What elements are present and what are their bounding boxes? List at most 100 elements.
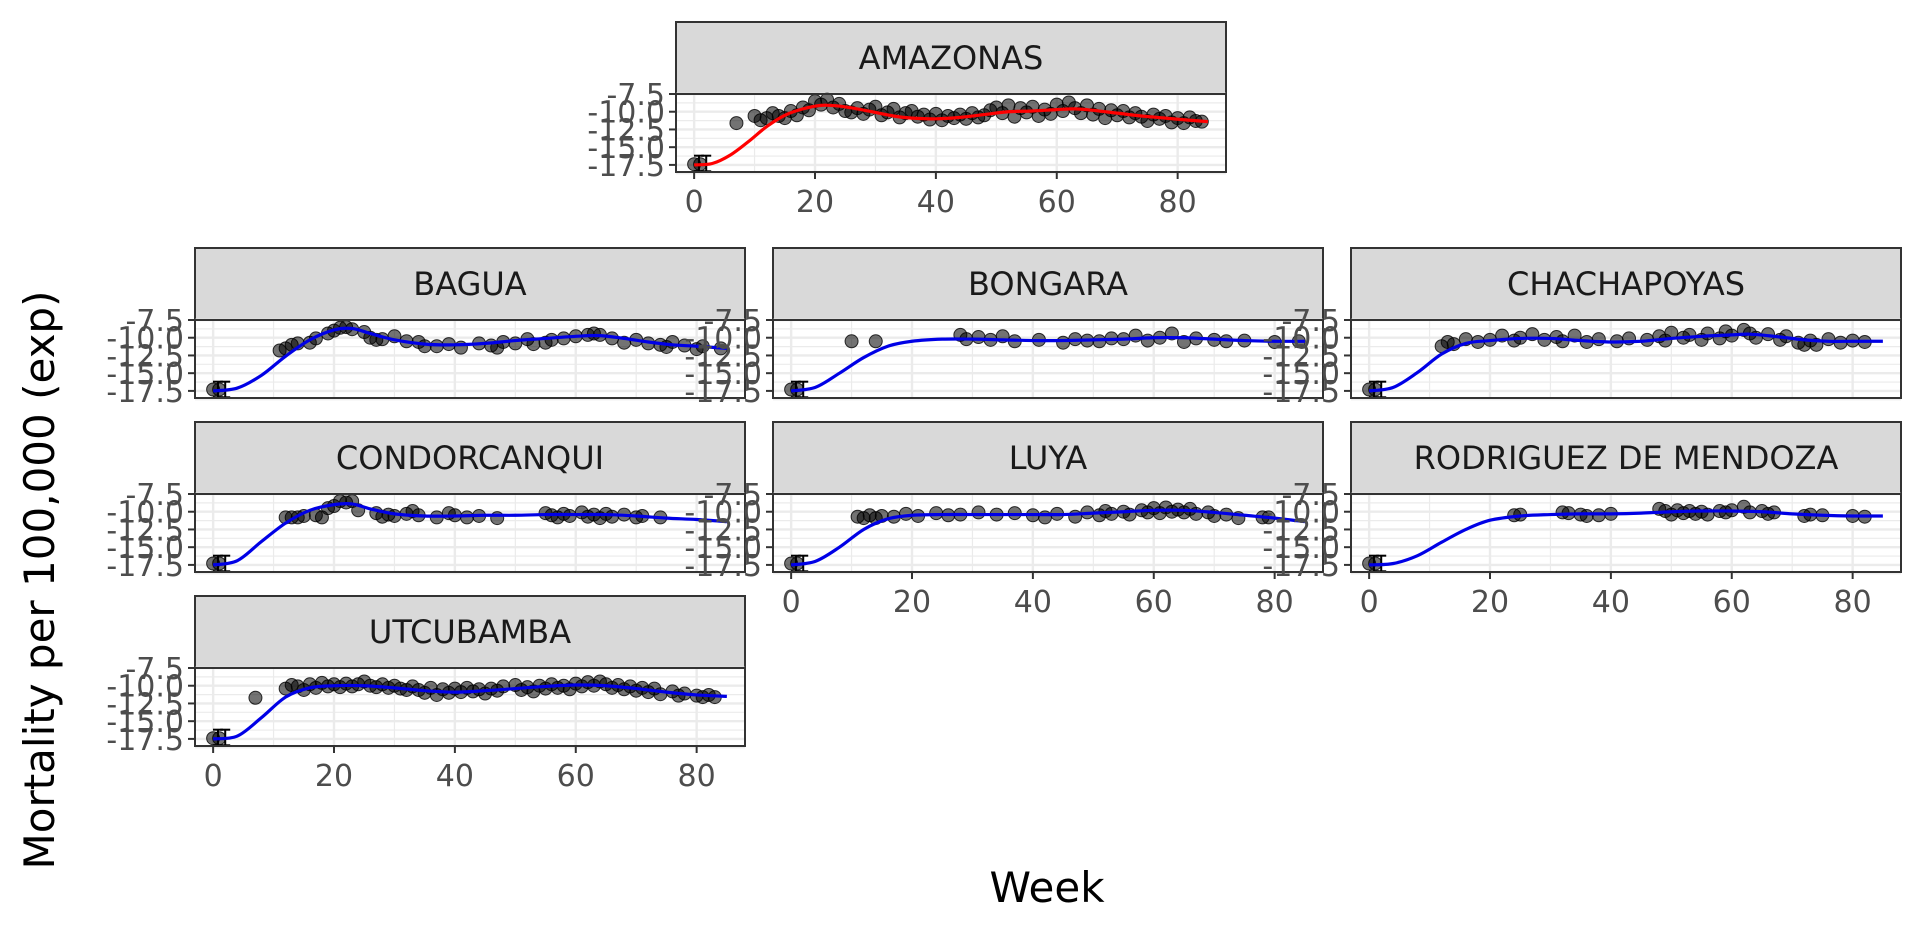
y-tick-label: -15.0 bbox=[1262, 531, 1340, 566]
panel-rodriguez-de-mendoza: RODRIGUEZ DE MENDOZA -7.5-10.0-12.5-15.0-… bbox=[1262, 421, 1902, 620]
x-tick-label: 20 bbox=[1471, 585, 1509, 620]
strip-label: BAGUA bbox=[413, 265, 527, 303]
y-tick-label: -15.0 bbox=[106, 531, 184, 566]
y-tick-label: -10.0 bbox=[106, 670, 184, 705]
y-tick-label: -15.0 bbox=[684, 531, 762, 566]
y-tick-label: -7.5 bbox=[125, 478, 184, 513]
y-tick-label: -15.0 bbox=[587, 131, 665, 166]
x-tick-label: 0 bbox=[204, 759, 223, 794]
x-tick-label: 0 bbox=[1360, 585, 1379, 620]
smooth-line bbox=[790, 508, 1306, 567]
data-point bbox=[1037, 510, 1052, 525]
y-tick-label: -12.5 bbox=[1262, 513, 1340, 548]
smooth-line bbox=[1369, 509, 1883, 567]
x-tick-label: 60 bbox=[557, 759, 595, 794]
panel-border bbox=[194, 667, 746, 747]
strip-background bbox=[194, 595, 746, 669]
smooth-line bbox=[1368, 332, 1883, 393]
data-point bbox=[605, 509, 620, 524]
strip-background bbox=[1350, 247, 1902, 321]
x-tick-label: 40 bbox=[1592, 585, 1630, 620]
x-tick-label: 20 bbox=[796, 185, 834, 220]
plot-background bbox=[195, 668, 745, 746]
plot-background bbox=[1351, 494, 1901, 572]
data-point bbox=[844, 334, 859, 349]
x-tick-label: 0 bbox=[782, 585, 801, 620]
panels-layer: AMAZONAS-7.5-10.0-12.5-15.0-17.50 20 40 60 8… bbox=[106, 21, 1902, 794]
y-tick-label: -12.5 bbox=[587, 113, 665, 148]
y-tick-label: -10.0 bbox=[684, 322, 762, 357]
x-tick-label: 0 bbox=[685, 185, 704, 220]
panel-utcubamba: UTCUBAMBA -7.5-10.0-12.5-15.0-17.5 0 20 40 60… bbox=[106, 595, 746, 794]
y-tick-label: -17.5 bbox=[1262, 549, 1340, 584]
data-point bbox=[1140, 333, 1155, 348]
strip-label: UTCUBAMBA bbox=[369, 613, 571, 651]
strip-label: CHACHAPOYAS bbox=[1507, 265, 1745, 303]
y-tick-label: -10.0 bbox=[1262, 322, 1340, 357]
plot-background bbox=[773, 494, 1323, 572]
data-point bbox=[1821, 332, 1836, 347]
x-tick-label: 80 bbox=[1256, 585, 1294, 620]
smooth-line bbox=[212, 326, 727, 393]
x-axis-title: Week bbox=[989, 863, 1105, 912]
y-tick-label: -12.5 bbox=[106, 513, 184, 548]
y-tick-label: -10.0 bbox=[684, 496, 762, 531]
y-tick-label: -7.5 bbox=[1281, 304, 1340, 339]
y-tick-label: -12.5 bbox=[684, 513, 762, 548]
smooth-line bbox=[212, 683, 727, 741]
data-point bbox=[971, 505, 986, 520]
data-point bbox=[490, 511, 505, 526]
x-tick-label: 40 bbox=[917, 185, 955, 220]
y-tick-label: -17.5 bbox=[1262, 375, 1340, 410]
panel-border bbox=[772, 493, 1324, 573]
strip-background bbox=[194, 247, 746, 321]
plot-background bbox=[773, 320, 1323, 398]
panel-border bbox=[675, 93, 1227, 173]
y-tick-label: -17.5 bbox=[106, 375, 184, 410]
x-tick-label: 80 bbox=[1834, 585, 1872, 620]
plot-background bbox=[195, 320, 745, 398]
y-tick-label: -10.0 bbox=[1262, 496, 1340, 531]
panel-border bbox=[194, 319, 746, 399]
data-point bbox=[1579, 508, 1594, 523]
y-tick-label: -12.5 bbox=[1262, 339, 1340, 374]
panel-bongara: BONGARA -7.5-10.0-12.5-15.0-17.5 bbox=[684, 247, 1324, 410]
strip-label: CONDORCANQUI bbox=[336, 439, 604, 477]
plot-background bbox=[195, 494, 745, 572]
y-axis-title: Mortality per 100,000 (exp) bbox=[15, 291, 64, 870]
data-point bbox=[1068, 509, 1083, 524]
data-point bbox=[1700, 326, 1715, 341]
panel-bagua: BAGUA -7.5-10.0-12.5-15.0-17.5 bbox=[106, 247, 746, 410]
smooth-line bbox=[212, 501, 727, 567]
panel-border bbox=[772, 319, 1324, 399]
y-tick-label: -15.0 bbox=[684, 357, 762, 392]
x-tick-label: 40 bbox=[436, 759, 474, 794]
panel-chachapoyas: CHACHAPOYAS -7.5-10.0-12.5-15.0-17.5 bbox=[1262, 247, 1902, 410]
strip-background bbox=[1350, 421, 1902, 495]
y-tick-label: -15.0 bbox=[1262, 357, 1340, 392]
y-tick-label: -17.5 bbox=[587, 149, 665, 184]
x-tick-label: 80 bbox=[1159, 185, 1197, 220]
y-tick-label: -7.5 bbox=[703, 304, 762, 339]
panel-amazonas: AMAZONAS -7.5-10.0-12.5-15.0-17.5 0 20 40 60 8… bbox=[587, 21, 1227, 220]
y-tick-label: -15.0 bbox=[106, 357, 184, 392]
data-point bbox=[868, 334, 883, 349]
data-point bbox=[248, 690, 263, 705]
y-tick-label: -17.5 bbox=[684, 375, 762, 410]
smooth-line bbox=[790, 335, 1305, 393]
y-tick-label: -7.5 bbox=[703, 478, 762, 513]
panel-border bbox=[1350, 319, 1902, 399]
y-tick-label: -12.5 bbox=[106, 687, 184, 722]
strip-background bbox=[772, 421, 1324, 495]
panel-luya: LUYA -7.5-10.0-12.5-15.0-17.5 0 20 40 60 80 bbox=[684, 421, 1324, 620]
y-tick-label: -7.5 bbox=[125, 652, 184, 687]
y-tick-label: -12.5 bbox=[684, 339, 762, 374]
strip-label: AMAZONAS bbox=[859, 39, 1044, 77]
strip-label: LUYA bbox=[1009, 439, 1088, 477]
x-tick-label: 40 bbox=[1014, 585, 1052, 620]
x-tick-label: 20 bbox=[315, 759, 353, 794]
x-tick-label: 60 bbox=[1713, 585, 1751, 620]
y-tick-label: -12.5 bbox=[106, 339, 184, 374]
y-tick-label: -17.5 bbox=[106, 723, 184, 758]
